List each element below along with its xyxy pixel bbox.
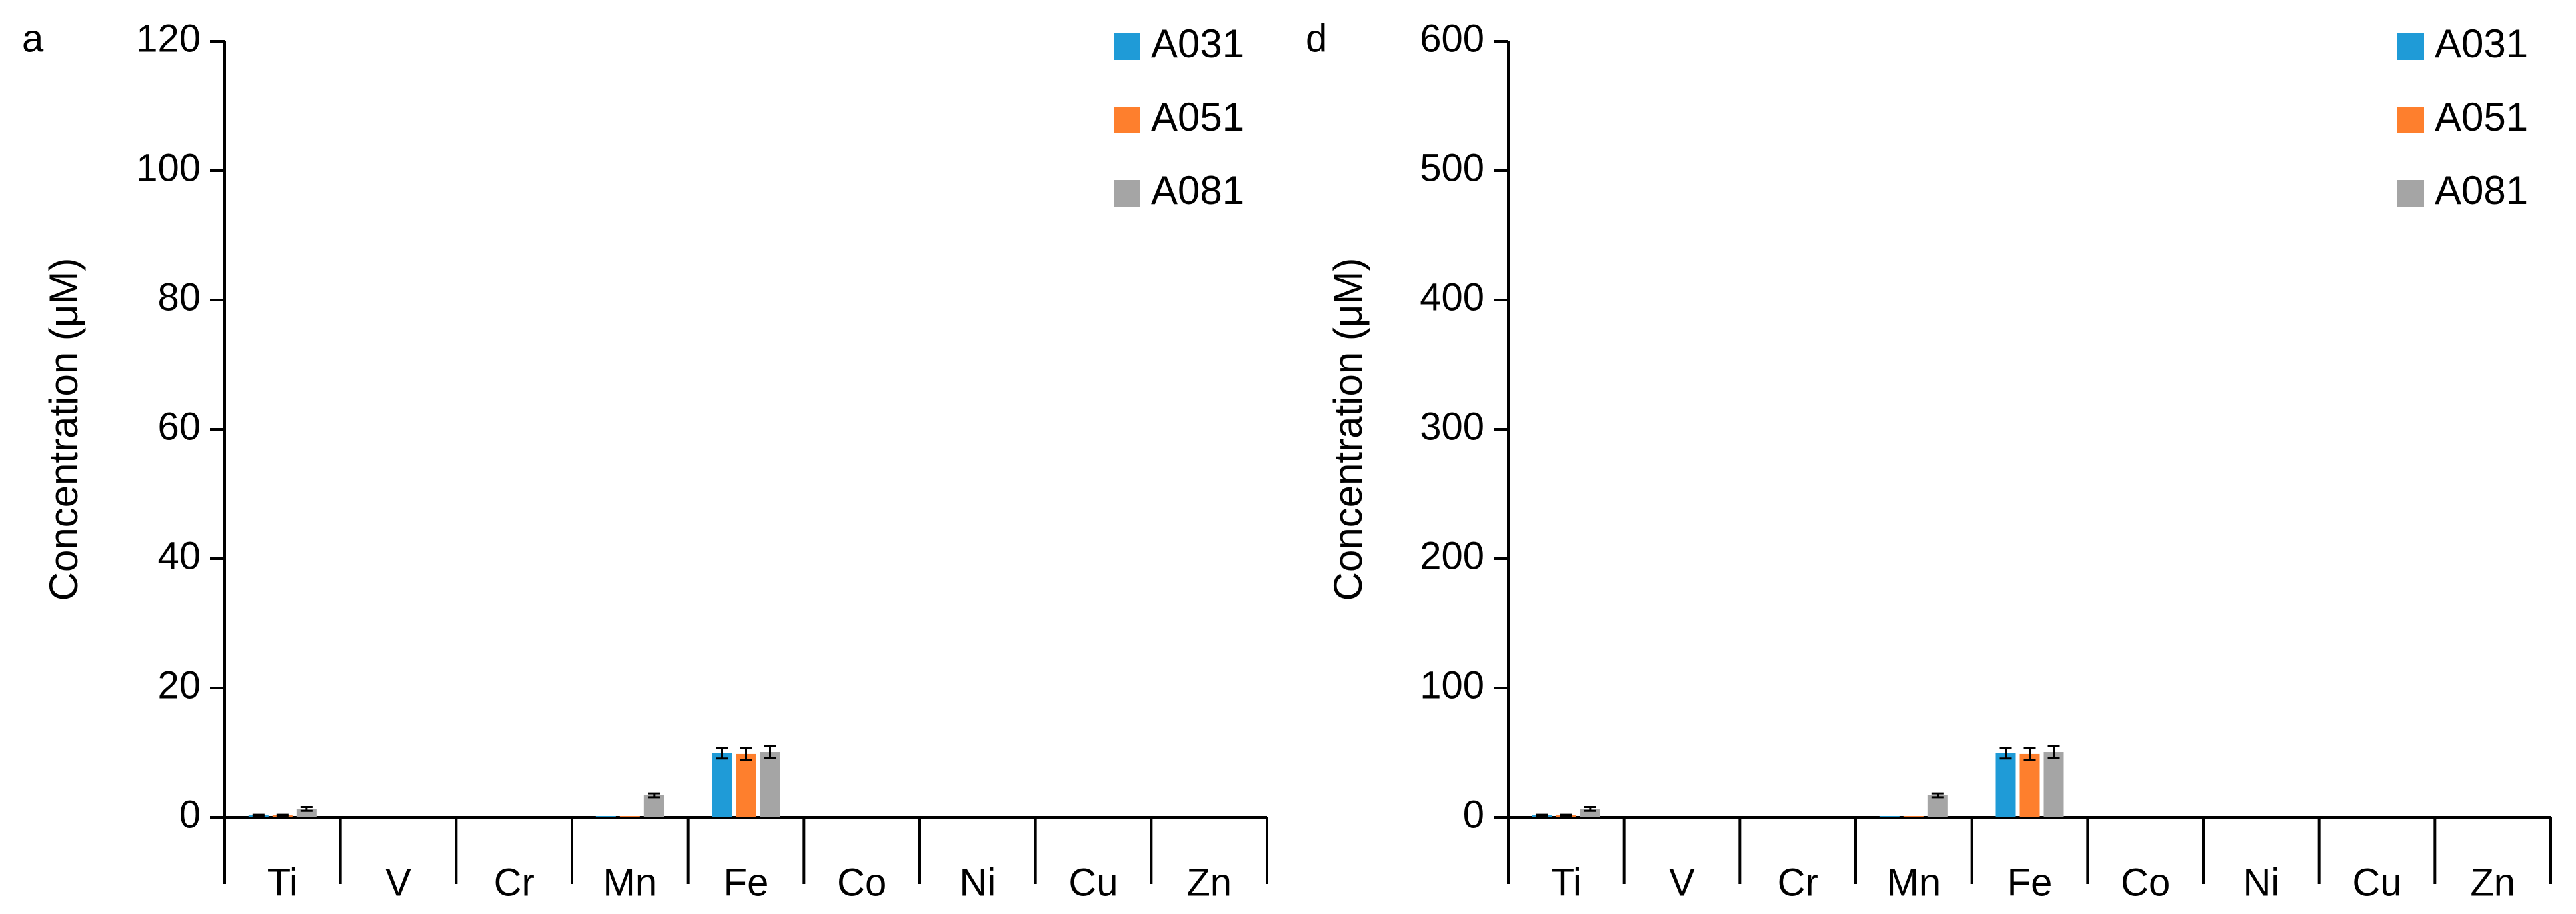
chart-panel-a: a 0 20 40 60 80 100 120 Concentration (μM) Ti V Cr M…	[22, 17, 1268, 904]
y-tick-label: 500	[1420, 146, 1484, 189]
legend-swatch-A031	[2397, 33, 2424, 60]
panel-label: a	[22, 17, 44, 60]
bar-A051-Fe	[2019, 753, 2040, 817]
x-tick-label: Cu	[2352, 861, 2401, 904]
y-tick-label: 0	[179, 793, 201, 836]
x-tick-label: Cu	[1068, 861, 1118, 904]
bar-A081-Mn	[1927, 795, 1948, 817]
bar-A081-Mn	[643, 795, 664, 817]
bar-A031-Fe	[712, 753, 732, 817]
y-tick-label: 20	[157, 663, 201, 707]
legend-label: A051	[2435, 95, 2528, 139]
y-tick-label: 0	[1463, 793, 1484, 836]
bar-A031-Mn	[1879, 816, 1900, 817]
bar-A051-Mn	[1903, 816, 1924, 817]
y-axis-label: Concentration (μM)	[41, 258, 86, 601]
x-tick-label: Ni	[959, 861, 996, 904]
legend-label: A081	[1151, 168, 1244, 213]
y-tick-label: 400	[1420, 275, 1484, 319]
legend-label: A031	[1151, 21, 1244, 66]
y-tick-label: 100	[1420, 663, 1484, 707]
chart-panel-d: d 0 100 200 300 400 500 600 Concentration (μM) Ti…	[1306, 17, 2552, 904]
y-tick-label: 60	[157, 405, 201, 448]
x-tick-label: Cr	[494, 861, 535, 904]
y-tick-label: 200	[1420, 534, 1484, 577]
x-tick-label: Ti	[267, 861, 298, 904]
y-tick-label: 300	[1420, 405, 1484, 448]
legend-swatch-A081	[1114, 180, 1140, 207]
legend-swatch-A031	[1114, 33, 1140, 60]
x-tick-label: Fe	[2007, 861, 2053, 904]
y-tick-label: 40	[157, 534, 201, 577]
bar-A081-Fe	[2043, 752, 2064, 817]
x-tick-label: Mn	[603, 861, 658, 904]
bar-A051-Fe	[736, 753, 756, 817]
y-tick-label: 100	[136, 146, 201, 189]
x-tick-label: Zn	[1186, 861, 1232, 904]
legend-label: A031	[2435, 21, 2528, 66]
bar-A031-Mn	[595, 816, 616, 817]
y-tick-label: 120	[136, 17, 201, 60]
legend-label: A051	[1151, 95, 1244, 139]
x-tick-label: Co	[2121, 861, 2170, 904]
x-tick-label: Co	[837, 861, 886, 904]
x-tick-label: Ni	[2243, 861, 2279, 904]
x-tick-label: Zn	[2470, 861, 2515, 904]
legend-swatch-A051	[2397, 107, 2424, 133]
x-tick-label: Ti	[1551, 861, 1582, 904]
y-tick-label: 600	[1420, 17, 1484, 60]
bar-A081-Fe	[760, 752, 780, 817]
x-tick-label: Fe	[724, 861, 769, 904]
y-tick-label: 80	[157, 275, 201, 319]
legend-swatch-A081	[2397, 180, 2424, 207]
legend-swatch-A051	[1114, 107, 1140, 133]
x-tick-label: Cr	[1778, 861, 1818, 904]
bar-A051-Mn	[619, 816, 640, 817]
x-tick-label: V	[1669, 861, 1695, 904]
x-tick-label: V	[385, 861, 411, 904]
x-tick-label: Mn	[1887, 861, 1941, 904]
y-axis-label: Concentration (μM)	[1326, 258, 1370, 601]
panel-label: d	[1306, 17, 1327, 60]
bar-A031-Fe	[1995, 753, 2016, 817]
legend-label: A081	[2435, 168, 2528, 213]
